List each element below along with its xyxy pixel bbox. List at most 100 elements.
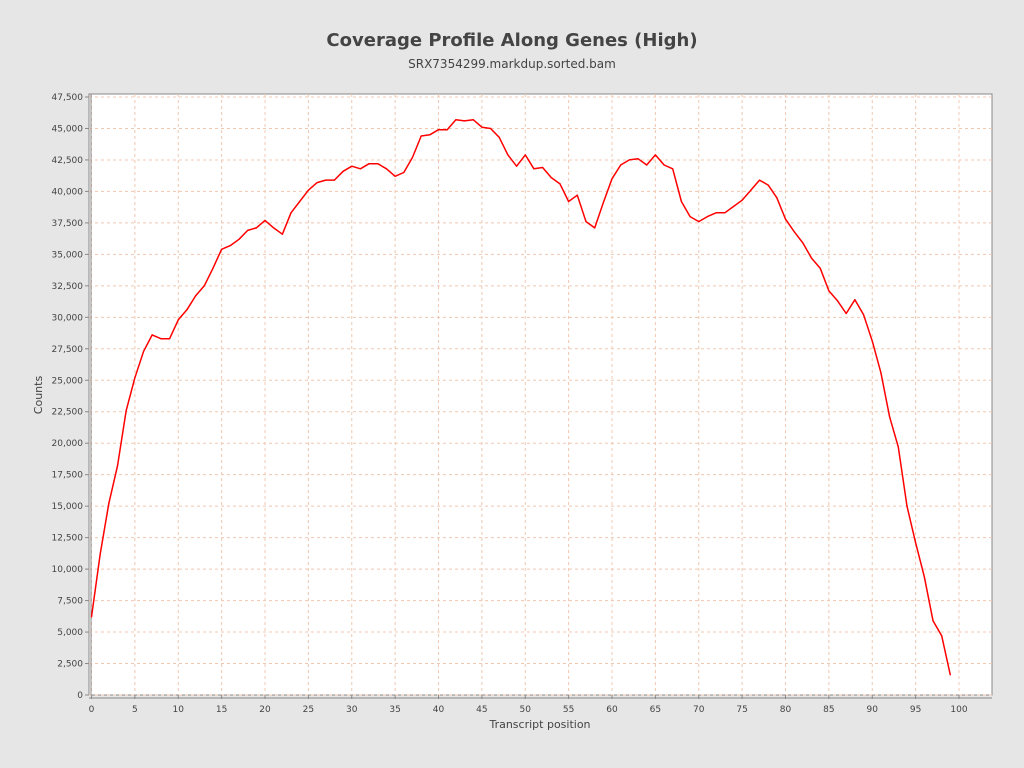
- y-tick-label: 17,500: [52, 471, 84, 481]
- x-tick-label: 50: [520, 705, 532, 715]
- data-point: [247, 229, 249, 231]
- data-point: [767, 184, 769, 186]
- data-point: [116, 465, 119, 467]
- y-tick-label: 30,000: [52, 313, 84, 323]
- data-point: [437, 129, 440, 131]
- data-point: [238, 238, 240, 240]
- data-point: [481, 126, 483, 128]
- data-point: [689, 216, 691, 218]
- data-point: [776, 197, 778, 199]
- data-point: [724, 212, 726, 214]
- data-point: [672, 168, 674, 170]
- y-tick-label: 7,500: [57, 597, 83, 607]
- data-point: [255, 227, 257, 229]
- data-point: [463, 120, 466, 122]
- x-axis-label: Transcript position: [488, 718, 590, 731]
- data-point: [663, 164, 665, 166]
- x-tick-label: 65: [650, 705, 661, 715]
- data-point: [403, 171, 405, 174]
- x-tick-label: 85: [823, 705, 834, 715]
- data-point: [706, 216, 709, 218]
- data-point: [325, 179, 327, 181]
- data-point: [359, 168, 361, 170]
- data-point: [99, 553, 101, 555]
- y-tick-label: 35,000: [52, 250, 84, 260]
- data-point: [195, 295, 197, 297]
- data-point: [802, 242, 804, 244]
- data-point: [90, 616, 93, 618]
- data-point: [550, 177, 552, 179]
- data-point: [420, 135, 422, 137]
- data-point: [906, 505, 908, 507]
- data-point: [654, 154, 657, 156]
- y-tick-label: 45,000: [52, 124, 84, 134]
- data-point: [837, 300, 839, 302]
- data-point: [307, 189, 309, 191]
- data-point: [611, 178, 613, 180]
- data-point: [143, 350, 145, 352]
- x-tick-label: 15: [216, 705, 227, 715]
- data-point: [368, 163, 370, 165]
- y-tick-label: 42,500: [52, 156, 84, 166]
- y-tick-label: 15,000: [52, 502, 84, 512]
- data-point: [559, 183, 561, 185]
- y-tick-label: 20,000: [52, 439, 84, 449]
- x-tick-label: 0: [89, 705, 95, 715]
- data-point: [793, 231, 795, 233]
- plot-area: [88, 93, 993, 696]
- data-point: [490, 127, 492, 130]
- data-point: [351, 165, 353, 167]
- y-tick-label: 32,500: [52, 282, 84, 292]
- data-point: [524, 154, 526, 156]
- data-point: [229, 245, 231, 247]
- y-tick-label: 2,500: [57, 660, 83, 670]
- data-point: [828, 290, 830, 292]
- data-point: [854, 299, 856, 301]
- data-point: [715, 212, 717, 214]
- data-point: [533, 168, 535, 170]
- data-point: [758, 179, 761, 181]
- data-point: [819, 267, 821, 269]
- data-point: [264, 219, 266, 221]
- chart-title: Coverage Profile Along Genes (High): [326, 30, 698, 51]
- data-point: [186, 309, 188, 311]
- data-point: [429, 134, 431, 136]
- data-point: [871, 340, 873, 342]
- data-point: [333, 179, 335, 181]
- x-tick-label: 100: [950, 705, 967, 715]
- data-point: [923, 576, 925, 578]
- y-tick-label: 25,000: [52, 376, 84, 386]
- data-point: [932, 620, 934, 622]
- data-point: [594, 227, 596, 229]
- y-tick-label: 37,500: [52, 219, 84, 229]
- y-tick-label: 22,500: [52, 408, 84, 418]
- x-tick-label: 90: [867, 705, 879, 715]
- data-point: [160, 338, 162, 340]
- data-point: [446, 129, 448, 131]
- y-tick-label: 10,000: [52, 565, 84, 575]
- y-tick-label: 27,500: [52, 345, 84, 355]
- data-point: [732, 205, 735, 208]
- data-point: [637, 158, 639, 160]
- data-point: [498, 136, 500, 138]
- data-point: [620, 164, 622, 166]
- data-point: [316, 182, 318, 184]
- y-tick-label: 47,500: [52, 93, 84, 103]
- data-point: [151, 334, 153, 336]
- x-tick-label: 40: [433, 705, 445, 715]
- y-tick-label: 0: [77, 691, 83, 701]
- data-point: [698, 221, 700, 223]
- x-tick-label: 45: [476, 705, 487, 715]
- data-point: [108, 503, 110, 505]
- x-tick-label: 30: [346, 705, 358, 715]
- data-point: [810, 257, 813, 259]
- data-point: [394, 175, 396, 177]
- x-tick-label: 5: [132, 705, 138, 715]
- series-layer: [90, 118, 952, 676]
- x-tick-label: 55: [563, 705, 574, 715]
- data-point: [342, 170, 344, 172]
- data-point: [385, 168, 388, 170]
- data-point: [169, 338, 171, 340]
- coverage-series-line: [90, 118, 952, 676]
